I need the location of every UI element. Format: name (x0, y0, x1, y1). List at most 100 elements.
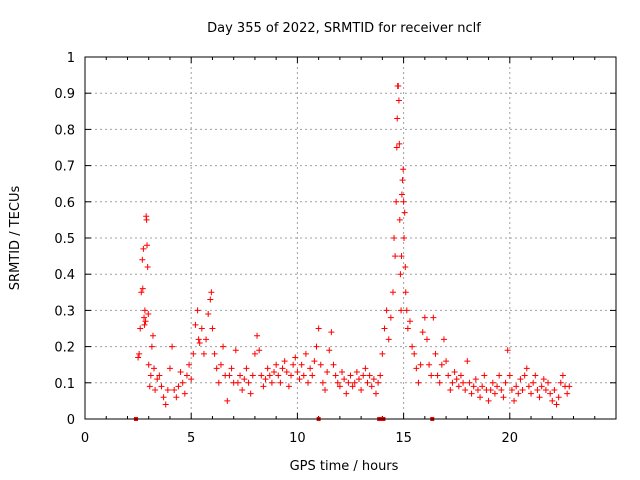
data-point (355, 376, 362, 383)
data-point (485, 397, 492, 404)
data-point (364, 379, 371, 386)
data-point (215, 379, 222, 386)
data-point (398, 191, 405, 198)
data-point (141, 314, 148, 321)
data-point (317, 361, 324, 368)
data-point (281, 358, 288, 365)
x-tick-label: 5 (187, 431, 195, 446)
y-tick-label: 0.7 (54, 160, 75, 175)
data-point (298, 361, 305, 368)
data-point (266, 372, 273, 379)
data-point (466, 379, 473, 386)
data-point (349, 383, 356, 390)
data-point (566, 383, 573, 390)
data-point (181, 390, 188, 397)
data-point (400, 166, 407, 173)
data-point (177, 368, 184, 375)
data-point (186, 361, 193, 368)
data-point (290, 361, 297, 368)
data-point (145, 311, 152, 318)
data-point (477, 394, 484, 401)
data-point (234, 379, 241, 386)
data-point (498, 387, 505, 394)
data-point (288, 372, 295, 379)
data-point (241, 376, 248, 383)
data-point (398, 307, 405, 314)
y-tick-label: 0.8 (54, 123, 75, 138)
x-axis-label: GPS time / hours (290, 459, 399, 474)
axis-ticks: 00.10.20.30.40.50.60.70.80.910 5 10 15 20 (54, 51, 616, 446)
y-tick-label: 0.3 (54, 304, 75, 319)
data-point (540, 376, 547, 383)
data-point (481, 372, 488, 379)
data-point (545, 379, 552, 386)
x-tick-label: 15 (395, 431, 412, 446)
data-point (249, 372, 256, 379)
data-point (406, 318, 413, 325)
data-point (402, 289, 409, 296)
data-point (523, 365, 530, 372)
data-point (470, 383, 477, 390)
data-point (542, 387, 549, 394)
data-point (207, 296, 214, 303)
data-point (283, 368, 290, 375)
data-point (381, 325, 388, 332)
data-point (468, 390, 475, 397)
data-point (502, 379, 509, 386)
data-point (532, 372, 539, 379)
data-point (403, 307, 410, 314)
data-point (515, 390, 522, 397)
data-point (479, 383, 486, 390)
y-tick-label: 0.1 (54, 377, 75, 392)
data-point (397, 271, 404, 278)
y-tick-label: 0.5 (54, 232, 75, 247)
data-point (457, 372, 464, 379)
data-point (162, 401, 169, 408)
data-point (144, 263, 151, 270)
data-point (173, 394, 180, 401)
data-point (256, 347, 263, 354)
data-point (145, 361, 152, 368)
data-point (156, 372, 163, 379)
data-point (426, 361, 433, 368)
data-point (143, 216, 150, 223)
data-point (517, 376, 524, 383)
data-point (138, 289, 145, 296)
data-point (171, 387, 178, 394)
x-tick-label: 20 (502, 431, 519, 446)
data-point (285, 383, 292, 390)
data-point (147, 372, 154, 379)
data-point (149, 332, 156, 339)
data-point (362, 365, 369, 372)
data-point (166, 365, 173, 372)
data-point (511, 397, 518, 404)
data-point (144, 242, 151, 249)
data-point (534, 387, 541, 394)
y-tick-label: 0.9 (54, 87, 75, 102)
data-point (500, 394, 507, 401)
data-point (279, 365, 286, 372)
data-point (200, 350, 207, 357)
data-point (307, 365, 314, 372)
data-point (392, 253, 399, 260)
data-point (547, 390, 554, 397)
plot-frame (84, 56, 617, 420)
data-point (398, 253, 405, 260)
y-axis-label: SRMTID / TECUs (8, 186, 23, 291)
data-point (413, 365, 420, 372)
y-tick-label: 0.4 (54, 268, 75, 283)
data-point (296, 376, 303, 383)
data-point (489, 379, 496, 386)
y-tick-label: 0.6 (54, 196, 75, 211)
data-point (428, 372, 435, 379)
data-point (151, 365, 158, 372)
data-point (553, 401, 560, 408)
data-point (360, 372, 367, 379)
data-point (203, 336, 210, 343)
data-point (404, 325, 411, 332)
data-point (491, 390, 498, 397)
data-point (208, 289, 215, 296)
data-point (366, 372, 373, 379)
data-point (536, 394, 543, 401)
